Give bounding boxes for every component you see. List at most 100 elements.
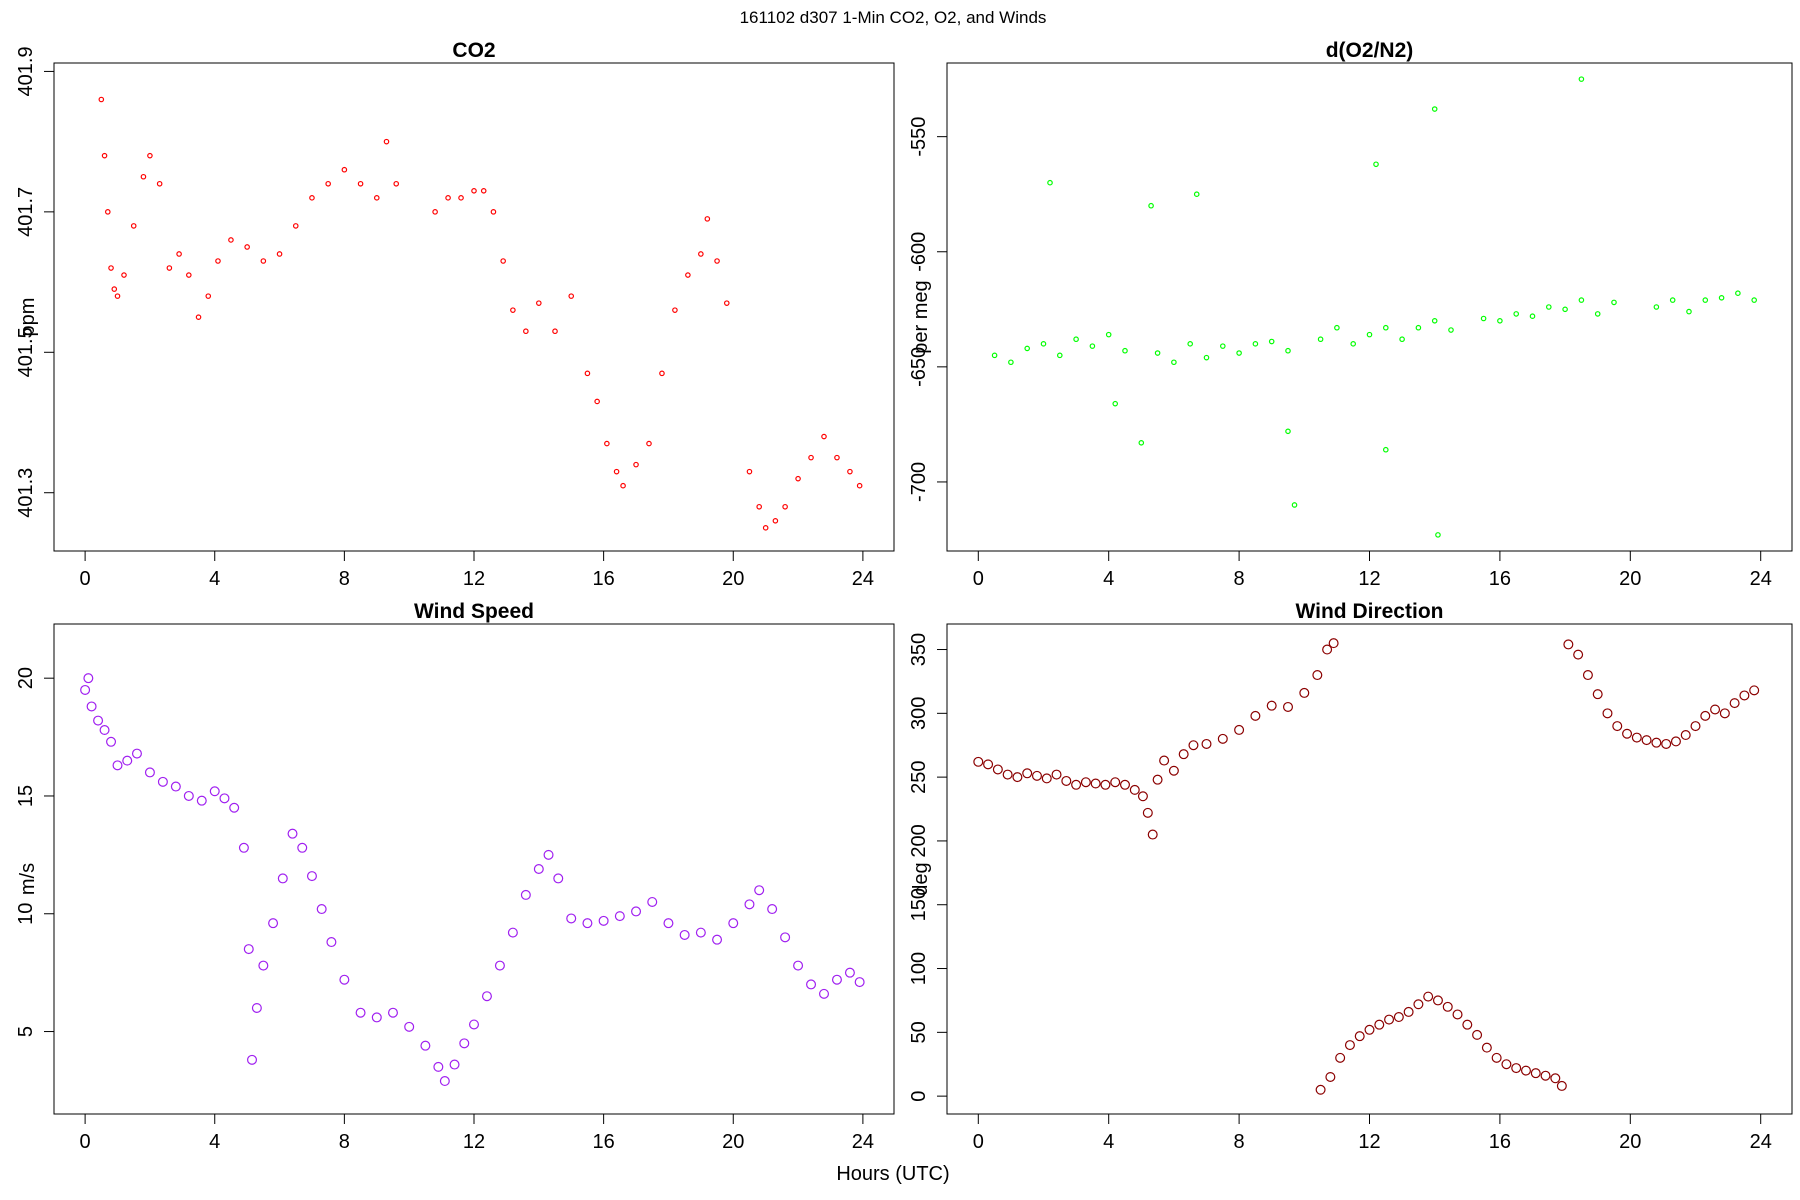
data-points-wind-direction — [973, 638, 1760, 1095]
data-point — [685, 272, 691, 278]
y-tick-label: 401.5 — [15, 327, 37, 377]
data-point — [1110, 777, 1121, 788]
data-point — [339, 974, 350, 985]
y-tick-label: 0 — [908, 1091, 930, 1102]
data-point — [1089, 343, 1096, 349]
data-point — [420, 1040, 431, 1051]
data-point — [500, 258, 506, 264]
data-point — [1322, 644, 1333, 655]
data-point — [83, 673, 94, 684]
data-point — [1403, 1006, 1414, 1017]
data-point — [144, 767, 155, 778]
data-point — [104, 209, 111, 215]
data-point — [1641, 735, 1652, 746]
data-point — [244, 244, 250, 250]
data-point — [1501, 1059, 1512, 1070]
data-point — [844, 967, 855, 978]
data-point — [326, 937, 337, 948]
data-point — [1008, 359, 1014, 366]
data-point — [1137, 791, 1148, 802]
data-point — [1024, 345, 1030, 352]
y-tick-label: 50 — [908, 1021, 930, 1043]
panel-o2: d(O2/N2) 0 4 8 12 16 20 24 -700 -650 -600 -550 per m… — [908, 39, 1793, 590]
data-point — [795, 475, 801, 482]
data-point — [1602, 708, 1613, 719]
data-point — [243, 944, 254, 955]
data-point — [1299, 687, 1310, 698]
data-point — [1344, 1040, 1355, 1051]
data-point — [121, 272, 127, 278]
x-tick-label: 0 — [80, 1131, 91, 1153]
data-point — [183, 790, 194, 801]
plot-title-o2: d(O2/N2) — [1326, 39, 1414, 62]
x-tick-label: 16 — [593, 568, 615, 590]
data-point — [297, 842, 308, 853]
data-point — [983, 759, 994, 770]
data-point — [584, 370, 591, 377]
data-point — [130, 223, 137, 229]
data-point — [533, 863, 544, 874]
data-point — [1520, 1065, 1531, 1076]
x-tick-label: 8 — [1234, 1131, 1245, 1153]
data-point — [582, 918, 593, 929]
plot-title-co2: CO2 — [452, 39, 495, 62]
y-axis-label-wind-speed: m/s — [17, 863, 39, 895]
data-point — [1335, 1052, 1346, 1063]
data-point — [746, 468, 753, 475]
data-point — [459, 1038, 470, 1049]
y-tick-label: 401.7 — [15, 187, 37, 237]
y-tick-label: 300 — [908, 697, 930, 730]
data-point — [80, 684, 91, 695]
data-point — [1056, 352, 1063, 359]
data-point — [1325, 1071, 1336, 1082]
data-point — [780, 932, 791, 943]
data-point — [1105, 331, 1112, 338]
data-point — [1718, 294, 1725, 301]
x-axis-o2: 0 4 8 12 16 20 24 — [973, 550, 1772, 590]
data-point — [1040, 341, 1047, 347]
data-point — [1435, 532, 1441, 538]
x-tick-label: 0 — [973, 1131, 984, 1153]
data-point — [1071, 779, 1082, 790]
data-point — [93, 715, 104, 726]
data-point — [1690, 721, 1701, 732]
data-point — [1129, 784, 1140, 795]
data-point — [1573, 649, 1584, 660]
data-point — [122, 755, 133, 766]
y-axis-o2: -700 -650 -600 -550 — [908, 117, 948, 502]
data-point — [808, 454, 814, 461]
data-point — [1291, 502, 1298, 508]
data-point — [215, 258, 221, 264]
y-tick-label: -600 — [908, 232, 930, 272]
y-tick-label: 20 — [15, 667, 37, 689]
data-point — [325, 180, 331, 187]
data-point — [1415, 324, 1422, 331]
data-point — [1383, 324, 1389, 331]
data-point — [1250, 710, 1261, 721]
data-point — [1350, 341, 1356, 347]
data-point — [1061, 775, 1072, 786]
x-tick-label: 12 — [463, 1131, 485, 1153]
data-point — [258, 960, 269, 971]
x-tick-label: 4 — [1103, 568, 1114, 590]
data-point — [1171, 359, 1177, 366]
data-point — [1090, 778, 1101, 789]
y-tick-label: 200 — [908, 824, 930, 857]
data-point — [1462, 1019, 1473, 1030]
data-point — [481, 991, 492, 1002]
panel-wind-speed: Wind Speed 0 4 8 12 16 20 24 5 10 15 20 m/s — [15, 600, 895, 1153]
data-point — [1594, 311, 1601, 317]
data-point — [1187, 341, 1193, 347]
y-tick-label: 401.9 — [15, 46, 37, 96]
data-point — [1047, 179, 1053, 186]
data-point — [112, 760, 123, 771]
data-point — [1374, 1019, 1385, 1030]
data-point — [510, 307, 516, 313]
data-point — [553, 873, 564, 884]
data-point — [1651, 737, 1662, 748]
x-tick-label: 20 — [722, 568, 744, 590]
data-point — [1282, 701, 1293, 712]
data-point — [704, 216, 711, 222]
data-point — [1592, 689, 1603, 700]
data-point — [229, 802, 240, 813]
